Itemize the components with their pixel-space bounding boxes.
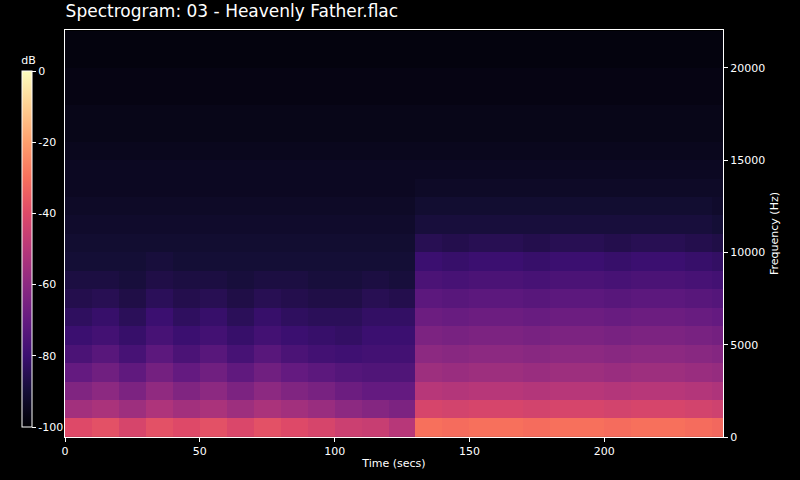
svg-text:50: 50 <box>193 445 207 458</box>
svg-text:-20: -20 <box>38 136 56 149</box>
svg-text:Time (secs): Time (secs) <box>361 457 425 470</box>
svg-text:-60: -60 <box>38 278 56 291</box>
svg-text:0: 0 <box>38 65 45 78</box>
svg-text:150: 150 <box>459 445 480 458</box>
svg-text:100: 100 <box>324 445 345 458</box>
svg-text:20000: 20000 <box>730 62 765 75</box>
svg-text:-40: -40 <box>38 207 56 220</box>
svg-text:200: 200 <box>594 445 615 458</box>
svg-text:0: 0 <box>62 445 69 458</box>
svg-text:10000: 10000 <box>730 246 765 259</box>
svg-text:15000: 15000 <box>730 154 765 167</box>
svg-text:-100: -100 <box>38 421 63 434</box>
svg-text:-80: -80 <box>38 350 56 363</box>
svg-text:Frequency (Hz): Frequency (Hz) <box>768 192 781 275</box>
svg-text:dB: dB <box>21 54 36 67</box>
svg-text:0: 0 <box>730 431 737 444</box>
svg-text:Spectrogram: 03 - Heavenly Fat: Spectrogram: 03 - Heavenly Father.flac <box>66 1 399 21</box>
svg-text:5000: 5000 <box>730 339 758 352</box>
